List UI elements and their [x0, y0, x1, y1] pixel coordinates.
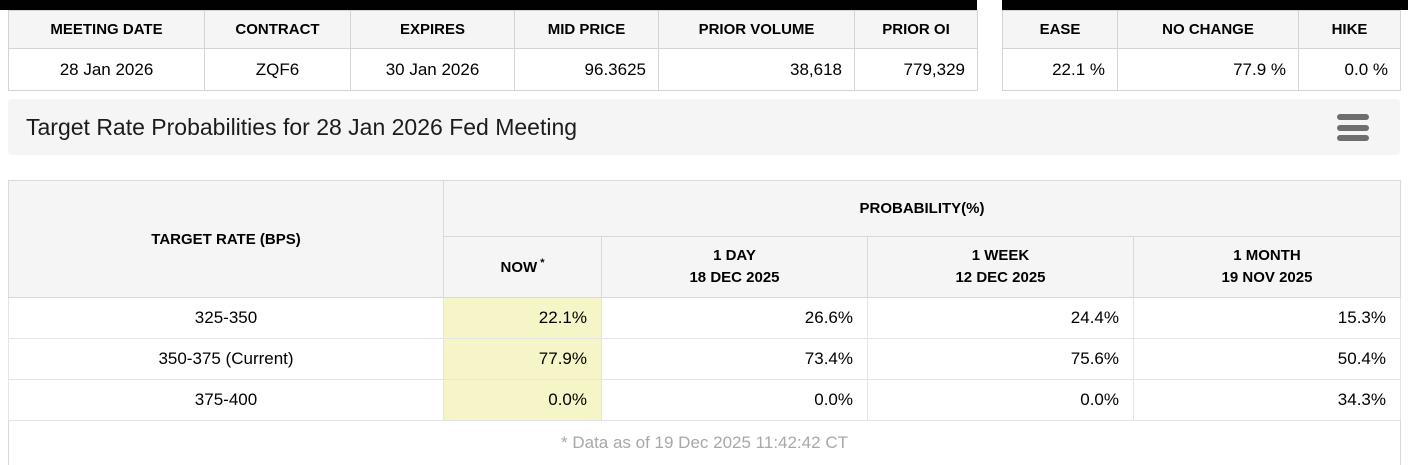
hamburger-line	[1337, 114, 1369, 120]
now-label: NOW	[500, 258, 538, 276]
week-probability-cell: 24.4%	[867, 297, 1134, 339]
footnote-row: * Data as of 19 Dec 2025 11:42:42 CT	[8, 420, 1401, 465]
now-probability-cell: 77.9%	[443, 338, 602, 380]
col-header-prior-volume: PRIOR VOLUME	[658, 10, 855, 49]
now-probability-cell: 22.1%	[443, 297, 602, 339]
period-label: 1 WEEK	[971, 246, 1030, 264]
page-title: Target Rate Probabilities for 28 Jan 202…	[26, 114, 578, 140]
data-as-of-note: * Data as of 19 Dec 2025 11:42:42 CT	[8, 420, 1401, 465]
table-row: 350-375 (Current) 77.9% 73.4% 75.6% 50.4…	[8, 338, 1401, 380]
contract-header-row: MEETING DATE CONTRACT EXPIRES MID PRICE …	[8, 10, 978, 49]
month-probability-cell: 34.3%	[1133, 379, 1401, 421]
target-rate-probability-table: TARGET RATE (BPS) PROBABILITY(%) NOW * 1 …	[8, 180, 1401, 465]
week-probability-cell: 75.6%	[867, 338, 1134, 380]
month-probability-cell: 15.3%	[1133, 297, 1401, 339]
now-probability-cell: 0.0%	[443, 379, 602, 421]
col-header-1-day: 1 DAY 18 DEC 2025	[601, 236, 868, 298]
table-row: 375-400 0.0% 0.0% 0.0% 34.3%	[8, 379, 1401, 421]
target-rate-bps-header: TARGET RATE (BPS)	[8, 180, 444, 298]
contract-summary-table: MEETING DATE CONTRACT EXPIRES MID PRICE …	[8, 10, 978, 91]
hike-probability-cell: 0.0 %	[1298, 48, 1401, 91]
col-header-prior-oi: PRIOR OI	[854, 10, 978, 49]
target-rate-cell: 375-400	[8, 379, 444, 421]
contract-cell: ZQF6	[204, 48, 351, 91]
hamburger-menu-icon[interactable]	[1337, 114, 1369, 141]
prior-oi-cell: 779,329	[854, 48, 978, 91]
target-rate-cell: 350-375 (Current)	[8, 338, 444, 380]
top-accent-bar-left	[0, 0, 977, 10]
contract-data-row: 28 Jan 2026 ZQF6 30 Jan 2026 96.3625 38,…	[8, 48, 978, 91]
chart-title-bar: Target Rate Probabilities for 28 Jan 202…	[8, 99, 1400, 155]
rate-action-summary-table: EASE NO CHANGE HIKE 22.1 % 77.9 % 0.0 %	[1002, 10, 1401, 91]
period-date: 12 DEC 2025	[955, 269, 1046, 286]
col-header-expires: EXPIRES	[350, 10, 515, 49]
col-header-hike: HIKE	[1298, 10, 1401, 49]
expires-cell: 30 Jan 2026	[350, 48, 515, 91]
col-header-mid-price: MID PRICE	[514, 10, 659, 49]
ease-probability-cell: 22.1 %	[1002, 48, 1118, 91]
col-header-meeting-date: MEETING DATE	[8, 10, 205, 49]
probability-group-header-row: TARGET RATE (BPS) PROBABILITY(%)	[8, 180, 1401, 298]
col-header-1-week: 1 WEEK 12 DEC 2025	[867, 236, 1134, 298]
no-change-probability-cell: 77.9 %	[1117, 48, 1299, 91]
period-date: 19 NOV 2025	[1221, 269, 1313, 286]
period-label: 1 DAY	[713, 246, 756, 264]
target-rate-cell: 325-350	[8, 297, 444, 339]
month-probability-cell: 50.4%	[1133, 338, 1401, 380]
prior-volume-cell: 38,618	[658, 48, 855, 91]
hamburger-line	[1337, 124, 1369, 131]
probability-group-header: PROBABILITY(%)	[443, 180, 1401, 237]
day-probability-cell: 73.4%	[601, 338, 868, 380]
period-label: 1 MONTH	[1233, 246, 1301, 264]
action-data-row: 22.1 % 77.9 % 0.0 %	[1002, 48, 1401, 91]
week-probability-cell: 0.0%	[867, 379, 1134, 421]
col-header-contract: CONTRACT	[204, 10, 351, 49]
day-probability-cell: 0.0%	[601, 379, 868, 421]
action-header-row: EASE NO CHANGE HIKE	[1002, 10, 1401, 49]
col-header-no-change: NO CHANGE	[1117, 10, 1299, 49]
day-probability-cell: 26.6%	[601, 297, 868, 339]
footnote-asterisk: *	[540, 256, 545, 269]
table-row: 325-350 22.1% 26.6% 24.4% 15.3%	[8, 297, 1401, 339]
col-header-ease: EASE	[1002, 10, 1118, 49]
top-accent-bar-right	[1002, 0, 1408, 10]
mid-price-cell: 96.3625	[514, 48, 659, 91]
hamburger-line	[1337, 135, 1369, 141]
col-header-1-month: 1 MONTH 19 NOV 2025	[1133, 236, 1401, 298]
col-header-now: NOW *	[443, 236, 602, 298]
meeting-date-cell: 28 Jan 2026	[8, 48, 205, 91]
period-date: 18 DEC 2025	[689, 269, 780, 286]
probability-subheader-row: NOW * 1 DAY 18 DEC 2025 1 WEEK 12 DEC 202…	[9, 236, 1401, 298]
